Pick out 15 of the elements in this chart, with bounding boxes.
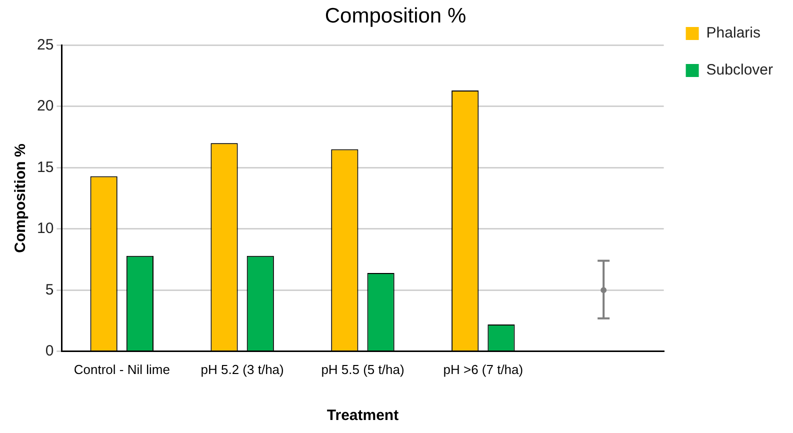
x-tick-label: pH 5.2 (3 t/ha) bbox=[200, 362, 284, 377]
y-tick-label: 10 bbox=[36, 220, 54, 238]
x-axis-title: Treatment bbox=[326, 407, 399, 424]
y-tick-label: 5 bbox=[45, 281, 54, 298]
y-tick-label: 20 bbox=[36, 98, 54, 115]
x-tick-label: pH 5.5 (5 t/ha) bbox=[321, 362, 404, 377]
legend-label: Phalaris bbox=[706, 24, 760, 42]
x-tick-label: Control - Nil lime bbox=[74, 362, 170, 377]
y-tick-label: 15 bbox=[36, 158, 54, 176]
x-tick-label: pH >6 (7 t/ha) bbox=[443, 362, 524, 377]
legend-label: Subclover bbox=[706, 62, 774, 79]
y-axis-title: Composition % bbox=[12, 144, 30, 253]
chart-title: Composition % bbox=[324, 4, 466, 28]
y-tick-label: 25 bbox=[36, 36, 54, 54]
y-tick-label: 0 bbox=[45, 342, 54, 360]
